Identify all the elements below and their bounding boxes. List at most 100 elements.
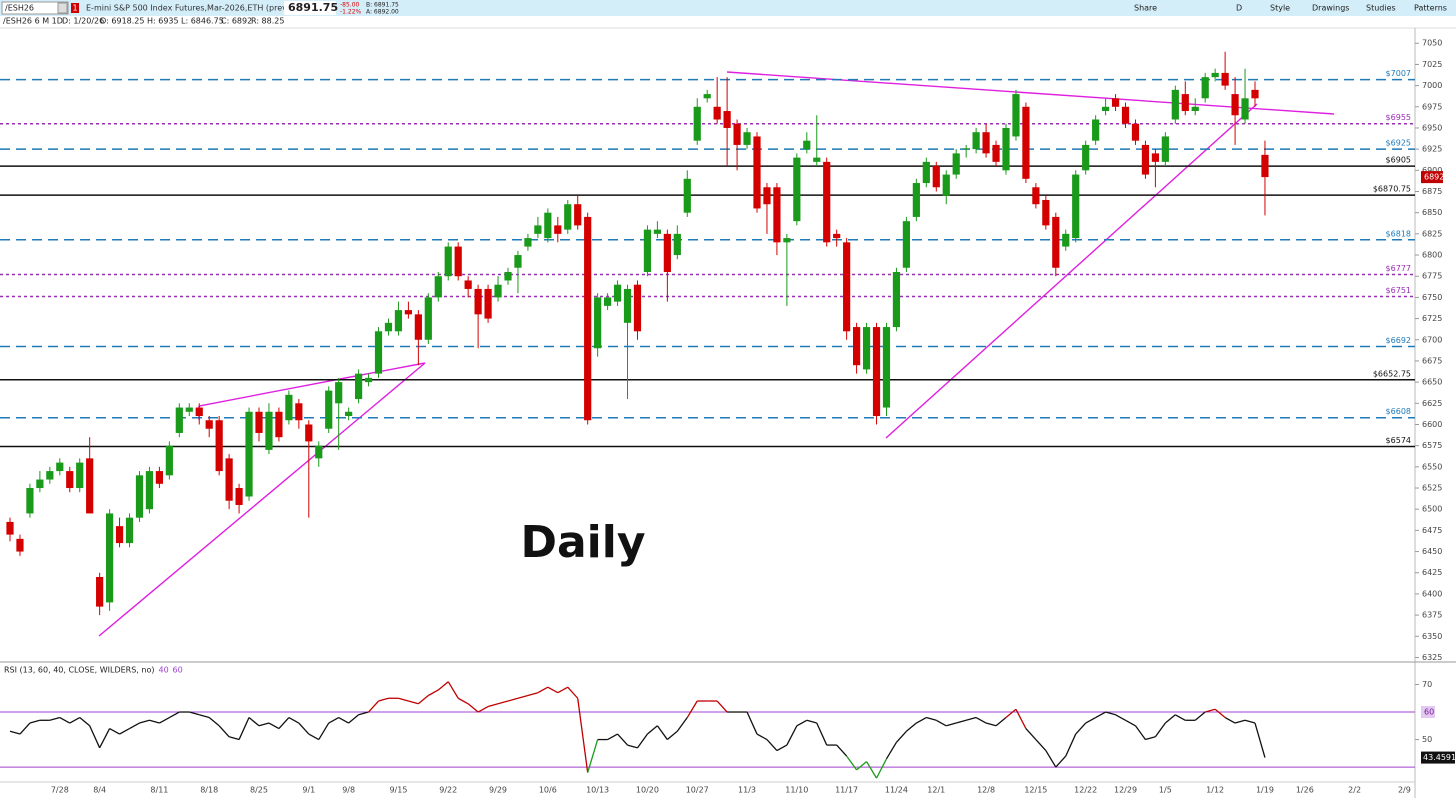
- last-price: 6891.75: [288, 1, 338, 14]
- candle-body: [862, 327, 871, 370]
- candle-body: [564, 204, 572, 230]
- candle-body: [484, 288, 492, 319]
- rsi-segment: [916, 716, 927, 724]
- candle-body: [175, 407, 183, 433]
- candle-body: [604, 297, 612, 306]
- y-tick-label: 6825: [1422, 229, 1442, 238]
- candle-body: [922, 161, 930, 184]
- toolbar-button[interactable]: Share: [1134, 4, 1157, 13]
- candle-body: [255, 411, 263, 433]
- candle-body: [912, 183, 920, 217]
- y-tick-label: 6550: [1422, 462, 1442, 471]
- candle-body: [444, 246, 452, 277]
- candle-body: [1141, 144, 1150, 175]
- rsi-segment: [1115, 714, 1126, 721]
- candle-body: [6, 521, 14, 535]
- rsi-segment: [1125, 719, 1136, 727]
- candle-body: [524, 238, 532, 247]
- rsi-segment: [477, 705, 489, 713]
- candle-body: [1002, 127, 1010, 171]
- ohlc-info: L: 6846.75: [181, 17, 224, 26]
- price-level-label: $6955: [1386, 113, 1411, 122]
- rsi-segment: [69, 716, 81, 724]
- rsi-segment: [1224, 716, 1236, 724]
- symbol-input[interactable]: [1, 1, 69, 15]
- candle-body: [1052, 216, 1060, 268]
- rsi-segment: [29, 719, 41, 724]
- rsi-segment: [1134, 725, 1146, 740]
- rsi-segment: [338, 716, 349, 724]
- rsi-segment: [1015, 708, 1027, 729]
- rsi-segment: [627, 744, 638, 749]
- rsi-segment: [856, 761, 867, 771]
- x-tick-label: 11/24: [885, 786, 908, 795]
- toolbar-button[interactable]: D: [1236, 4, 1242, 13]
- y-tick-label: 6875: [1422, 187, 1442, 196]
- rsi-segment: [1175, 714, 1186, 721]
- candle-body: [892, 271, 901, 328]
- y-tick-label: 50: [1422, 735, 1432, 744]
- candle-body: [504, 271, 512, 281]
- rsi-segment: [248, 717, 260, 727]
- symbol-dropdown[interactable]: [57, 2, 68, 14]
- candle-body: [215, 420, 223, 472]
- rsi-segment: [278, 717, 290, 729]
- price-level-label: $6925: [1386, 139, 1411, 148]
- rsi-segment: [985, 722, 997, 727]
- candle-body: [544, 212, 552, 239]
- candle-body: [962, 148, 970, 150]
- price-level-label: $7007: [1386, 69, 1411, 78]
- rsi-segment: [607, 733, 618, 741]
- candle-body: [1211, 72, 1219, 78]
- rsi-segment: [437, 681, 449, 691]
- annotation: Daily: [520, 517, 645, 568]
- rsi-segment: [507, 697, 519, 702]
- rsi-segment: [995, 717, 1007, 727]
- candle-body: [683, 178, 691, 213]
- candle-body: [972, 132, 980, 150]
- last-box: [284, 1, 336, 15]
- rsi-segment: [816, 722, 828, 746]
- x-tick-label: 7/28: [51, 786, 69, 795]
- ohlc-info: H: 6935: [147, 17, 179, 26]
- candle-body: [474, 288, 482, 315]
- candle-body: [594, 297, 602, 349]
- rsi-segment: [547, 686, 559, 694]
- ohlc-info: R: 88.25: [251, 17, 284, 26]
- candle-body: [1131, 123, 1140, 141]
- candle-body: [1072, 174, 1080, 239]
- ohlc-info: C: 6892: [221, 17, 252, 26]
- candle-body: [1251, 89, 1259, 99]
- last-price-box: [1421, 171, 1443, 184]
- price-level-label: $6751: [1386, 286, 1411, 295]
- toolbar-button[interactable]: Style: [1270, 4, 1290, 13]
- price-level-label: $6692: [1386, 336, 1411, 345]
- rsi-segment: [457, 697, 469, 705]
- ohlc-info: /ESH26 6 M 1D: [3, 17, 63, 26]
- rsi-segment: [1244, 719, 1256, 724]
- rsi-segment: [348, 714, 360, 724]
- price-level-label: $6777: [1386, 264, 1411, 273]
- x-tick-label: 10/6: [539, 786, 557, 795]
- x-tick-label: 9/22: [439, 786, 457, 795]
- price-level-label: $6818: [1386, 229, 1411, 238]
- candle-body: [723, 111, 731, 128]
- candle-body: [434, 276, 442, 298]
- y-tick-label: 6925: [1422, 145, 1442, 154]
- candle-body: [823, 161, 831, 243]
- candle-body: [185, 407, 193, 412]
- candle-body: [315, 445, 323, 459]
- rsi-segment: [935, 719, 947, 727]
- toolbar-button[interactable]: Studies: [1366, 4, 1396, 13]
- candle-body: [783, 238, 791, 243]
- candle-body: [145, 471, 154, 510]
- last-price-label: 6892: [1424, 173, 1444, 182]
- y-tick-label: 6575: [1422, 441, 1442, 450]
- rsi-segment: [59, 716, 71, 724]
- rsi-segment: [1055, 755, 1067, 768]
- trendline: [885, 103, 1258, 439]
- toolbar-button[interactable]: Patterns: [1414, 4, 1447, 13]
- toolbar-button[interactable]: Drawings: [1312, 4, 1349, 13]
- rsi-segment: [1035, 739, 1047, 752]
